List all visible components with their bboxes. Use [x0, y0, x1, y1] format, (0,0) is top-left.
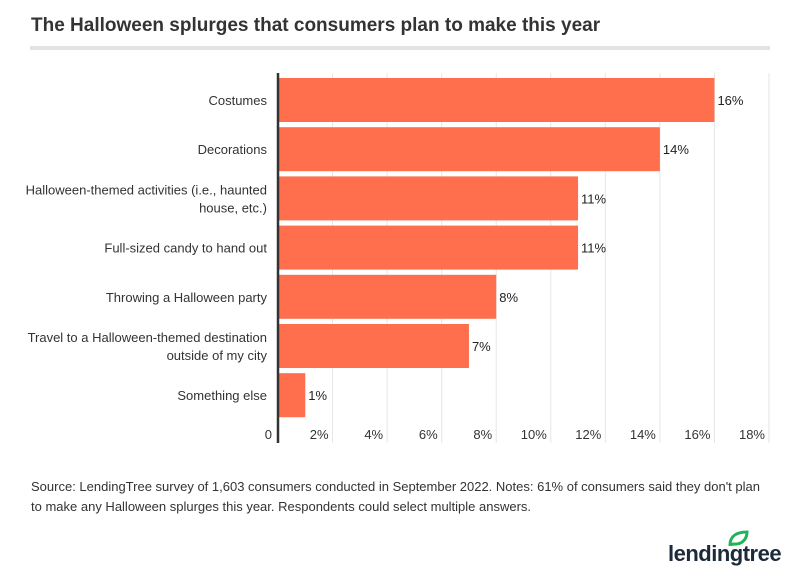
- x-tick-label: 6%: [419, 427, 438, 442]
- x-tick-label: 14%: [630, 427, 656, 442]
- bar: [278, 274, 497, 319]
- data-label: 7%: [472, 339, 491, 354]
- x-tick-label: 2%: [310, 427, 329, 442]
- data-label: 11%: [581, 241, 606, 256]
- chart-title: The Halloween splurges that consumers pl…: [31, 15, 601, 36]
- category-label: Travel to a Halloween-themed destination: [28, 330, 267, 345]
- source-note: Source: LendingTree survey of 1,603 cons…: [31, 479, 760, 514]
- bar: [278, 176, 579, 221]
- category-label: Halloween-themed activities (i.e., haunt…: [26, 182, 267, 197]
- x-tick-label: 10%: [521, 427, 547, 442]
- bar: [278, 127, 660, 172]
- category-label: house, etc.): [199, 200, 267, 215]
- x-tick-label: 8%: [473, 427, 492, 442]
- data-label: 16%: [717, 93, 743, 108]
- x-tick-label: 18%: [739, 427, 765, 442]
- data-label: 8%: [499, 290, 518, 305]
- category-label: Decorations: [198, 142, 268, 157]
- bar: [278, 373, 306, 418]
- category-label: Throwing a Halloween party: [106, 290, 268, 305]
- leaf-icon: [728, 530, 749, 546]
- x-tick-label: 0: [265, 427, 272, 442]
- bar: [278, 225, 579, 270]
- bar: [278, 324, 469, 368]
- x-tick-label: 4%: [364, 427, 383, 442]
- category-label: Full-sized candy to hand out: [104, 241, 267, 256]
- x-tick-label: 16%: [684, 427, 710, 442]
- category-label: Something else: [177, 388, 267, 403]
- lendingtree-logo: lendingtree: [668, 541, 782, 566]
- title-divider: [30, 46, 770, 50]
- data-label: 1%: [308, 388, 327, 403]
- category-label: Costumes: [208, 93, 267, 108]
- bar: [278, 78, 715, 122]
- data-label: 14%: [663, 142, 689, 157]
- bar-chart: 0 2% 4% 6% 8% 10% 12% 14% 16% 18% 16% Costumes 14% De…: [26, 73, 770, 443]
- data-label: 11%: [581, 191, 606, 206]
- category-label: outside of my city: [167, 348, 268, 363]
- x-tick-label: 12%: [575, 427, 601, 442]
